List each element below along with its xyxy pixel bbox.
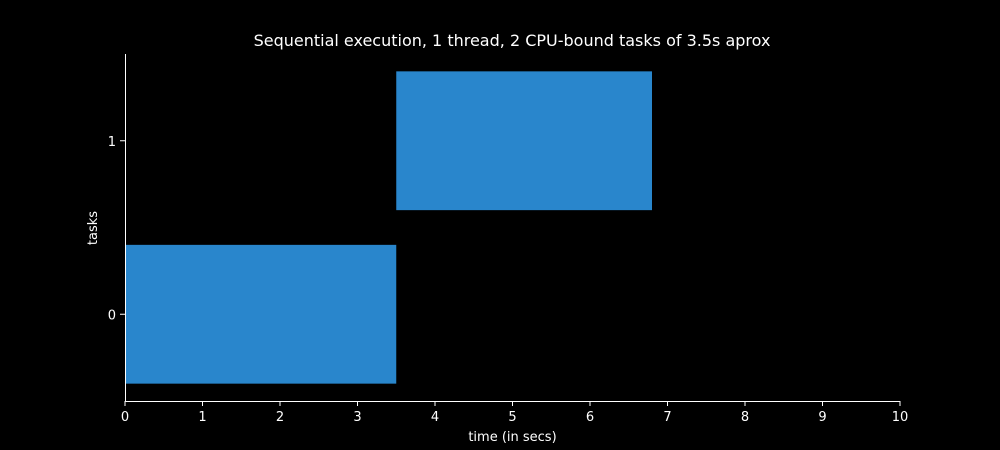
y-ticks: 01 <box>108 135 125 323</box>
y-axis-title: tasks <box>86 211 101 245</box>
x-tick-label: 8 <box>741 410 749 425</box>
x-tick-label: 6 <box>586 410 594 425</box>
x-tick-label: 7 <box>663 410 671 425</box>
x-tick-label: 4 <box>431 410 439 425</box>
x-tick-label: 5 <box>508 410 516 425</box>
bars-layer <box>125 71 652 384</box>
x-tick-label: 10 <box>892 410 909 425</box>
x-axis-title: time (in secs) <box>468 430 556 445</box>
x-tick-label: 0 <box>121 410 129 425</box>
y-tick-label: 1 <box>108 135 116 150</box>
chart-title: Sequential execution, 1 thread, 2 CPU-bo… <box>254 31 771 50</box>
y-tick-label: 0 <box>108 308 116 323</box>
x-tick-label: 1 <box>198 410 206 425</box>
task-bar-1 <box>396 71 652 211</box>
x-tick-label: 9 <box>818 410 826 425</box>
x-tick-label: 2 <box>276 410 284 425</box>
task-bar-0 <box>125 244 397 384</box>
x-tick-label: 3 <box>353 410 361 425</box>
x-ticks: 0 1 2 3 4 5 6 7 8 9 10 <box>121 401 908 425</box>
